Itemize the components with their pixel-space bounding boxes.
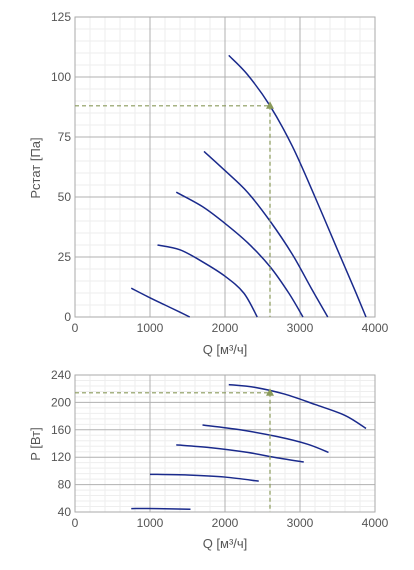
y-tick-label: 100	[51, 70, 71, 84]
operating-point-marker	[266, 101, 274, 109]
power-chart: 0 1000 2000 3000 4000 40 80 120 160 200 240 P [Вт…	[28, 368, 389, 551]
pressure-y-axis-label: Рстат [Па]	[28, 137, 43, 198]
y-tick-label: 75	[58, 130, 72, 144]
pressure-operating-point	[75, 101, 274, 317]
x-tick-label: 0	[72, 321, 79, 335]
x-tick-label: 1000	[137, 321, 164, 335]
power-x-ticks: 0 1000 2000 3000 4000	[72, 516, 389, 530]
x-tick-label: 4000	[362, 516, 389, 530]
y-tick-label: 50	[58, 190, 72, 204]
y-tick-label: 125	[51, 10, 71, 24]
y-tick-label: 160	[51, 423, 71, 437]
pressure-x-ticks: 0 1000 2000 3000 4000	[72, 321, 389, 335]
x-tick-label: 3000	[287, 516, 314, 530]
fan-curve-2	[157, 244, 258, 318]
y-tick-label: 25	[58, 250, 72, 264]
y-tick-label: 120	[51, 450, 71, 464]
operating-point-marker	[266, 388, 274, 396]
power-y-axis-label: P [Вт]	[28, 427, 43, 460]
y-tick-label: 240	[51, 368, 71, 382]
pressure-x-axis-label: Q [м³/ч]	[203, 342, 248, 357]
power-y-ticks: 40 80 120 160 200 240	[51, 368, 71, 519]
fan-curve-5	[228, 383, 367, 430]
fan-curve-4	[203, 150, 329, 318]
pressure-chart: 0 1000 2000 3000 4000 0 25 50 75 100 125 Рстат [П…	[28, 10, 389, 357]
fan-curve-3	[176, 444, 304, 463]
x-tick-label: 2000	[212, 516, 239, 530]
fan-curve-4	[202, 424, 329, 454]
power-operating-point	[75, 388, 274, 512]
fan-curve-3	[175, 191, 304, 318]
power-x-axis-label: Q [м³/ч]	[203, 536, 248, 551]
y-tick-label: 80	[58, 478, 72, 492]
y-tick-label: 200	[51, 395, 71, 409]
x-tick-label: 0	[72, 516, 79, 530]
fan-curve-2	[149, 473, 259, 482]
power-series	[131, 383, 367, 511]
x-tick-label: 1000	[137, 516, 164, 530]
x-tick-label: 3000	[287, 321, 314, 335]
pressure-y-ticks: 0 25 50 75 100 125	[51, 10, 71, 324]
x-tick-label: 2000	[212, 321, 239, 335]
fan-curve-1	[131, 507, 191, 511]
x-tick-label: 4000	[362, 321, 389, 335]
y-tick-label: 0	[64, 310, 71, 324]
power-plot-area	[74, 374, 376, 513]
y-tick-label: 40	[58, 505, 72, 519]
pressure-series	[130, 54, 367, 318]
pressure-plot-area	[74, 16, 376, 318]
fan-curve-1	[130, 287, 191, 318]
fan-curve-5	[228, 54, 367, 318]
